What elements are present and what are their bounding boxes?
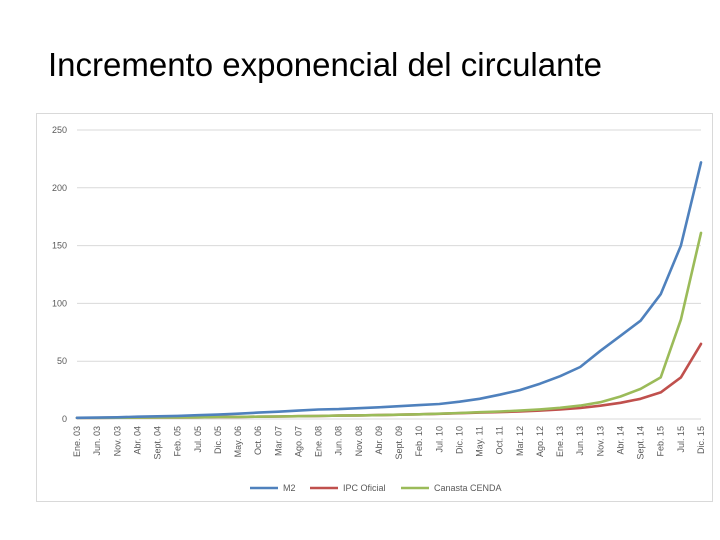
x-tick-label: Dic. 10 xyxy=(454,426,464,454)
x-tick-label: Dic. 15 xyxy=(696,426,706,454)
x-tick-label: May. 06 xyxy=(233,426,243,457)
slide-title: Incremento exponencial del circulante xyxy=(48,46,602,83)
x-tick-label: Sept. 04 xyxy=(153,426,163,460)
x-tick-label: Dic. 05 xyxy=(213,426,223,454)
x-tick-label: Ene. 13 xyxy=(555,426,565,457)
y-tick-label: 200 xyxy=(52,183,67,193)
x-tick-label: Ago. 07 xyxy=(293,426,303,457)
series-layer xyxy=(75,161,703,420)
x-tick-label: Jul. 10 xyxy=(434,426,444,453)
x-tick-label: Jun. 08 xyxy=(334,426,344,456)
legend-label: IPC Oficial xyxy=(343,483,386,493)
legend: M2 IPC Oficial Canasta CENDA xyxy=(250,483,502,493)
x-tick-label: Jun. 03 xyxy=(92,426,102,456)
x-tick-label: Ene. 08 xyxy=(314,426,324,457)
x-tick-label: Oct. 06 xyxy=(253,426,263,455)
series-line-m2 xyxy=(75,161,703,420)
x-tick-label: Jun. 13 xyxy=(575,426,585,456)
chart-frame: 0 50 100 150 200 250 Ene. 03 Jun. 03 Nov. 03 Abr.… xyxy=(36,113,713,502)
y-tick-label: 50 xyxy=(57,356,67,366)
x-tick-label: May. 11 xyxy=(475,426,485,457)
legend-label: M2 xyxy=(283,483,296,493)
x-tick-label: Jul. 05 xyxy=(193,426,203,453)
x-tick-label: Feb. 05 xyxy=(173,426,183,457)
line-chart: 0 50 100 150 200 250 Ene. 03 Jun. 03 Nov. 03 Abr.… xyxy=(52,125,706,493)
x-tick-label: Abr. 14 xyxy=(615,426,625,455)
x-tick-label: Sept. 14 xyxy=(636,426,646,460)
axis-layer: 0 50 100 150 200 250 Ene. 03 Jun. 03 Nov. 03 Abr.… xyxy=(52,125,706,460)
x-tick-label: Ene. 03 xyxy=(72,426,82,457)
y-tick-label: 150 xyxy=(52,241,67,251)
grid-layer xyxy=(77,129,701,420)
y-tick-label: 250 xyxy=(52,125,67,135)
x-tick-label: Oct. 11 xyxy=(495,426,505,454)
legend-label: Canasta CENDA xyxy=(434,483,502,493)
y-tick-label: 100 xyxy=(52,298,67,308)
x-tick-label: Nov. 08 xyxy=(354,426,364,456)
x-tick-label: Abr. 09 xyxy=(374,426,384,455)
x-tick-label: Feb. 10 xyxy=(414,426,424,457)
x-tick-label: Abr. 04 xyxy=(132,426,142,455)
x-tick-label: Mar. 12 xyxy=(515,426,525,456)
x-tick-label: Nov. 03 xyxy=(112,426,122,456)
x-tick-label: Sept. 09 xyxy=(394,426,404,460)
series-line-canasta-cenda xyxy=(75,231,703,420)
x-tick-label: Nov. 13 xyxy=(595,426,605,456)
x-tick-label: Mar. 07 xyxy=(273,426,283,456)
x-tick-label: Jul. 15 xyxy=(676,426,686,453)
x-tick-label: Feb. 15 xyxy=(656,426,666,457)
y-tick-label: 0 xyxy=(62,414,67,424)
x-tick-label: Ago. 12 xyxy=(535,426,545,457)
